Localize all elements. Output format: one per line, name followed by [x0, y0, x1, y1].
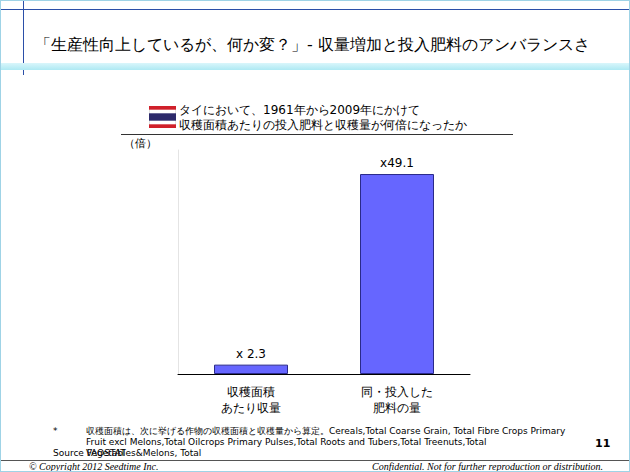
html-text:タイにおいて、1961年から2009年にかけて 収穫面積あた: タイにおいて、1961年から2009年にかけて 収穫面積あたりの投入肥料と収穫量… — [179, 103, 467, 132]
html-text:（倍）: （倍） — [124, 137, 157, 150]
svg-text:肥料の量: 肥料の量 — [373, 401, 421, 415]
html-text:収穫面積は、次に挙げる作物の収穫面積と収穫量から算定。Cer: 収穫面積は、次に挙げる作物の収穫面積と収穫量から算定。Cereals,Total… — [86, 426, 566, 458]
html-text:11: 11 — [595, 437, 611, 450]
svg-text:あたり収量: あたり収量 — [221, 401, 281, 415]
html-text:Source FAOSTAT: Source FAOSTAT — [53, 448, 126, 458]
html-text:Confidential. Not for further: Confidential. Not for further reproducti… — [372, 461, 603, 472]
svg-text:x49.1: x49.1 — [380, 156, 414, 170]
html-text:「生産性向上しているが、何か変？」- 収量増加と投入肥料のア: 「生産性向上しているが、何か変？」- 収量増加と投入肥料のアンバランスさ — [35, 35, 590, 54]
html-text:© Copyright 2012 Seedtime Inc.: © Copyright 2012 Seedtime Inc. — [29, 461, 159, 472]
svg-text:x 2.3: x 2.3 — [236, 347, 266, 361]
svg-text:収穫面積: 収穫面積 — [227, 385, 275, 399]
svg-text:同・投入した: 同・投入した — [361, 385, 433, 399]
